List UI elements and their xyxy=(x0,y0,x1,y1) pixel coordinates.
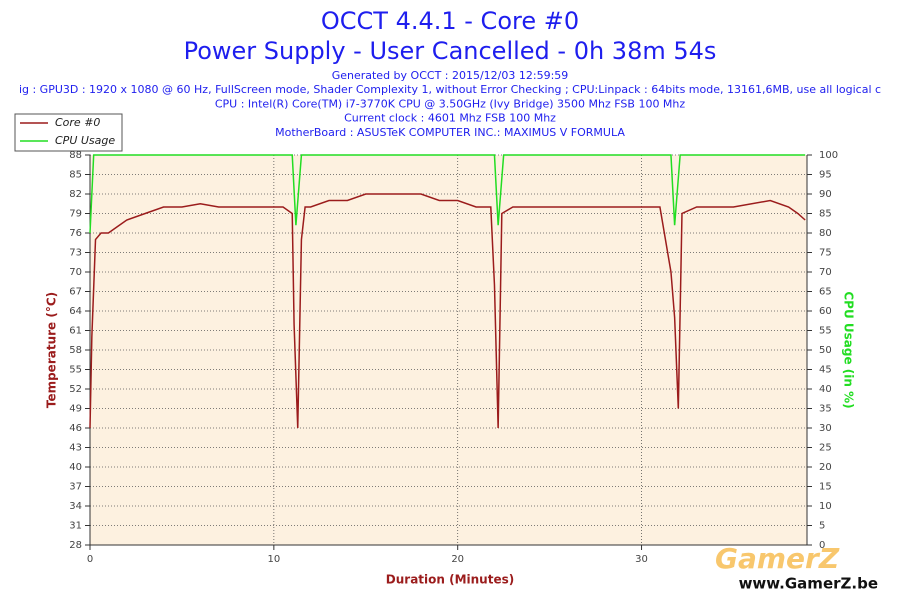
info-line: MotherBoard : ASUSTeK COMPUTER INC.: MAX… xyxy=(275,126,625,139)
series-line xyxy=(89,154,806,234)
info-line: ig : GPU3D : 1920 x 1080 @ 60 Hz, FullSc… xyxy=(19,83,881,96)
y2-tick-label: 85 xyxy=(819,209,832,220)
y-tick-label: 88 xyxy=(69,150,82,161)
y2-tick-label: 70 xyxy=(819,267,832,278)
legend xyxy=(14,113,123,152)
y-tick-label: 46 xyxy=(69,423,82,434)
info-line: CPU : Intel(R) Core(TM) i7-3770K CPU @ 3… xyxy=(215,97,686,110)
chart-title: OCCT 4.4.1 - Core #0 xyxy=(321,7,579,35)
y2-tick-label: 75 xyxy=(819,248,832,259)
y-tick-label: 76 xyxy=(69,228,82,239)
info-line: Generated by OCCT : 2015/12/03 12:59:59 xyxy=(332,69,569,82)
x-tick-label: 20 xyxy=(451,554,464,565)
y2-tick-label: 5 xyxy=(819,521,825,532)
y2-tick-label: 0 xyxy=(819,540,825,551)
y2-axis-label: CPU Usage (in %) xyxy=(842,291,856,408)
y2-tick-label: 40 xyxy=(819,384,832,395)
y2-tick-label: 35 xyxy=(819,404,832,415)
watermark-logo: GamerZ xyxy=(715,542,840,575)
y-tick-label: 58 xyxy=(69,345,82,356)
y2-tick-label: 15 xyxy=(819,482,832,493)
y2-tick-label: 80 xyxy=(819,228,832,239)
chart-subtitle: Power Supply - User Cancelled - 0h 38m 5… xyxy=(184,37,717,65)
y2-tick-label: 20 xyxy=(819,462,832,473)
x-tick-label: 0 xyxy=(87,554,93,565)
y2-tick-label: 30 xyxy=(819,423,832,434)
y-tick-label: 82 xyxy=(69,189,82,200)
y-tick-label: 40 xyxy=(69,462,82,473)
y2-tick-label: 55 xyxy=(819,326,832,337)
y-tick-label: 85 xyxy=(69,170,82,181)
y2-tick-label: 90 xyxy=(819,189,832,200)
y2-tick-label: 25 xyxy=(819,443,832,454)
legend-label: Core #0 xyxy=(55,116,100,129)
y2-tick-label: 50 xyxy=(819,345,832,356)
y-tick-label: 55 xyxy=(69,365,82,376)
y-tick-label: 64 xyxy=(69,306,82,317)
y-tick-label: 52 xyxy=(69,384,82,395)
y-tick-label: 49 xyxy=(69,404,82,415)
y-tick-label: 61 xyxy=(69,326,82,337)
y2-tick-label: 95 xyxy=(819,170,832,181)
y-tick-label: 70 xyxy=(69,267,82,278)
y-axis-label: Temperature (°C) xyxy=(45,292,59,408)
y-tick-label: 79 xyxy=(69,209,82,220)
y-tick-label: 73 xyxy=(69,248,82,259)
y2-tick-label: 60 xyxy=(819,306,832,317)
x-axis-label: Duration (Minutes) xyxy=(386,573,514,587)
y-tick-label: 34 xyxy=(69,501,82,512)
y-tick-label: 28 xyxy=(69,540,82,551)
y2-tick-label: 100 xyxy=(819,150,838,161)
y2-tick-label: 65 xyxy=(819,287,832,298)
y2-tick-label: 45 xyxy=(819,365,832,376)
y2-tick-label: 10 xyxy=(819,501,832,512)
info-line: Current clock : 4601 Mhz FSB 100 Mhz xyxy=(344,112,556,125)
x-tick-label: 10 xyxy=(267,554,280,565)
y-tick-label: 37 xyxy=(69,482,82,493)
y-tick-label: 67 xyxy=(69,287,82,298)
watermark-url: www.GamerZ.be xyxy=(739,575,878,593)
legend-label: CPU Usage xyxy=(55,134,115,147)
y-tick-label: 43 xyxy=(69,443,82,454)
x-tick-label: 30 xyxy=(635,554,648,565)
series-line xyxy=(89,193,806,429)
y-tick-label: 31 xyxy=(69,521,82,532)
